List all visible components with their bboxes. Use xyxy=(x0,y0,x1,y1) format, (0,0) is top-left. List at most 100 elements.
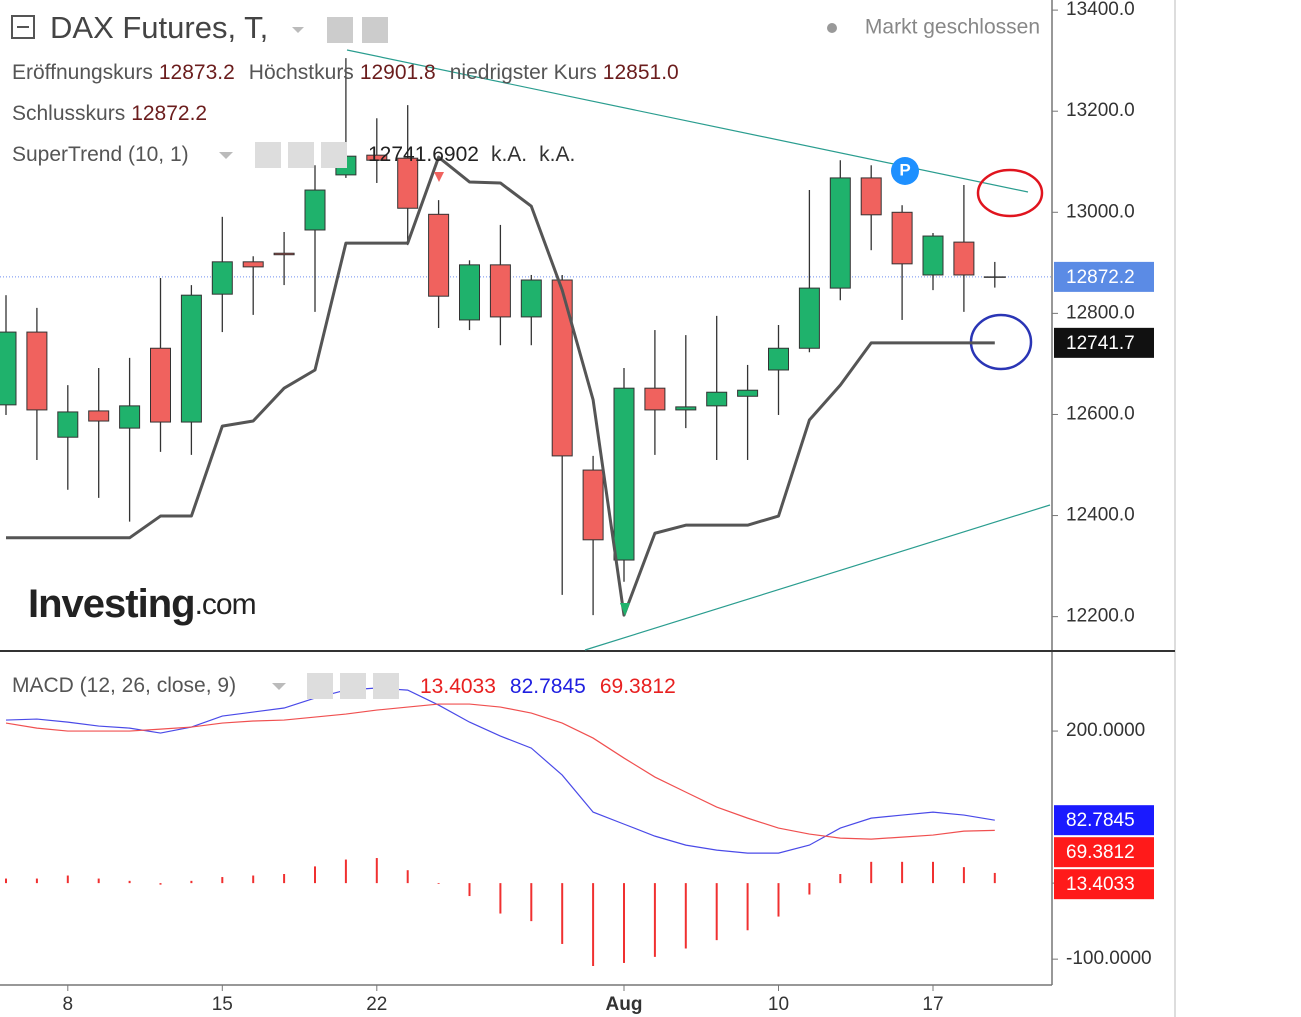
candle-body xyxy=(88,410,110,422)
legend-value: 12851.0 xyxy=(603,61,679,84)
candle-body xyxy=(520,279,542,318)
settings-icon[interactable] xyxy=(362,17,388,43)
ohlc-legend: Eröffnungskurs 12873.2 Höchstkurs 12901.8 ni… xyxy=(12,61,679,84)
status-dot xyxy=(827,23,837,33)
settings-icon[interactable] xyxy=(288,142,314,168)
visibility-icon[interactable] xyxy=(327,17,353,43)
marker-circle xyxy=(891,157,919,185)
y-tick-label: 13000.0 xyxy=(1066,201,1135,222)
y-tick-label: 12600.0 xyxy=(1066,403,1135,424)
market-status: Markt geschlossen xyxy=(865,16,1040,39)
candle-body xyxy=(706,391,728,407)
supertrend-line xyxy=(6,155,995,617)
settings-icon[interactable] xyxy=(340,673,366,699)
candle-body xyxy=(0,331,17,406)
legend-value: 82.7845 xyxy=(510,675,586,698)
y-tick-label: 12800.0 xyxy=(1066,302,1135,323)
candle-body xyxy=(366,154,388,161)
candle-body xyxy=(860,177,882,216)
candle-body xyxy=(397,157,419,209)
remove-icon[interactable] xyxy=(321,142,347,168)
legend-value: 12872.2 xyxy=(131,102,207,125)
price-tag-label: 82.7845 xyxy=(1066,810,1135,831)
x-tick-label: 15 xyxy=(212,994,233,1015)
logo-main: Investing xyxy=(28,582,195,626)
legend-value: 12901.8 xyxy=(360,61,436,84)
candle-body xyxy=(150,347,171,423)
plot-area: 13400.0 13200.0 13000.0 12800.0 12600.0 12400… xyxy=(0,0,1152,1015)
legend-value: k.A. xyxy=(491,143,527,166)
candle-body xyxy=(242,261,264,268)
visibility-icon[interactable] xyxy=(307,673,333,699)
legend-label: niedrigster Kurs xyxy=(450,61,597,84)
legend-label: Schlusskurs xyxy=(12,102,125,125)
macd-legend: MACD (12, 26, close, 9) xyxy=(12,674,236,697)
price-tag xyxy=(1054,869,1154,900)
x-tick-label: 22 xyxy=(366,994,387,1015)
candle-body xyxy=(922,235,944,276)
dropdown-icon[interactable] xyxy=(292,27,304,33)
price-tag xyxy=(1054,261,1154,292)
marker-label: P xyxy=(899,160,910,179)
candle-body xyxy=(26,331,48,411)
ohlc-legend: Schlusskurs 12872.2 xyxy=(12,102,207,125)
dropdown-icon[interactable] xyxy=(272,683,286,690)
logo: Investing.com xyxy=(28,582,256,626)
y-tick-label: 12200.0 xyxy=(1066,606,1135,627)
candle-body xyxy=(428,213,450,297)
candle-body xyxy=(304,189,326,231)
candle-body xyxy=(489,264,511,318)
visibility-icon[interactable] xyxy=(255,142,281,168)
price-tag xyxy=(1054,837,1154,868)
candle-body xyxy=(211,261,233,295)
logo-suffix: .com xyxy=(195,588,256,621)
price-tag-label: 69.3812 xyxy=(1066,842,1135,863)
legend-label: MACD (12, 26, close, 9) xyxy=(12,674,236,697)
candle-body xyxy=(273,252,295,256)
sell-signal xyxy=(434,172,444,182)
candle-body xyxy=(613,387,635,561)
candle-body xyxy=(768,347,789,371)
x-tick-label: 17 xyxy=(922,994,943,1015)
candle-body xyxy=(829,177,851,289)
indicator-legend: SuperTrend (10, 1) xyxy=(12,143,189,166)
price-tag xyxy=(1054,805,1154,836)
candle-body xyxy=(798,287,820,349)
candle-body xyxy=(891,211,913,265)
candle-body xyxy=(582,469,604,541)
y-tick-label: 13200.0 xyxy=(1066,100,1135,121)
signal-line xyxy=(5,703,995,840)
y-tick-label: 200.0000 xyxy=(1066,720,1145,741)
y-tick-label: 12400.0 xyxy=(1066,505,1135,526)
dropdown-icon[interactable] xyxy=(219,152,233,159)
price-tag-label: 12741.7 xyxy=(1066,333,1135,354)
legend-label: Höchstkurs xyxy=(249,61,354,84)
candle-body xyxy=(644,387,666,411)
legend-label: SuperTrend (10, 1) xyxy=(12,143,189,166)
candle-body xyxy=(551,279,573,457)
indicator-values: 12741.6902 k.A. k.A. xyxy=(368,143,575,166)
remove-icon[interactable] xyxy=(373,673,399,699)
legend-value: 13.4033 xyxy=(420,675,496,698)
legend-label: Eröffnungskurs xyxy=(12,61,153,84)
candle-body xyxy=(953,241,975,276)
trend-line xyxy=(584,504,1051,651)
candle-body xyxy=(983,276,1006,278)
candle-body xyxy=(119,405,141,429)
candle-body xyxy=(737,389,759,397)
y-tick-label: -100.0000 xyxy=(1066,948,1152,969)
x-tick-label: Aug xyxy=(606,994,643,1015)
candle-body xyxy=(459,264,480,321)
macd-values: 13.4033 82.7845 69.3812 xyxy=(420,675,676,698)
x-tick-label: 8 xyxy=(63,994,74,1015)
candle-body xyxy=(180,294,202,423)
macd-line xyxy=(5,687,995,854)
price-tag xyxy=(1054,327,1154,358)
buy-signal xyxy=(620,603,630,616)
chart-title: DAX Futures, T, xyxy=(50,10,268,45)
price-tag-label: 12872.2 xyxy=(1066,267,1135,288)
collapse-icon[interactable] xyxy=(11,15,35,39)
price-tag-label: 13.4033 xyxy=(1066,874,1135,895)
y-tick-label: 13400.0 xyxy=(1066,0,1135,20)
